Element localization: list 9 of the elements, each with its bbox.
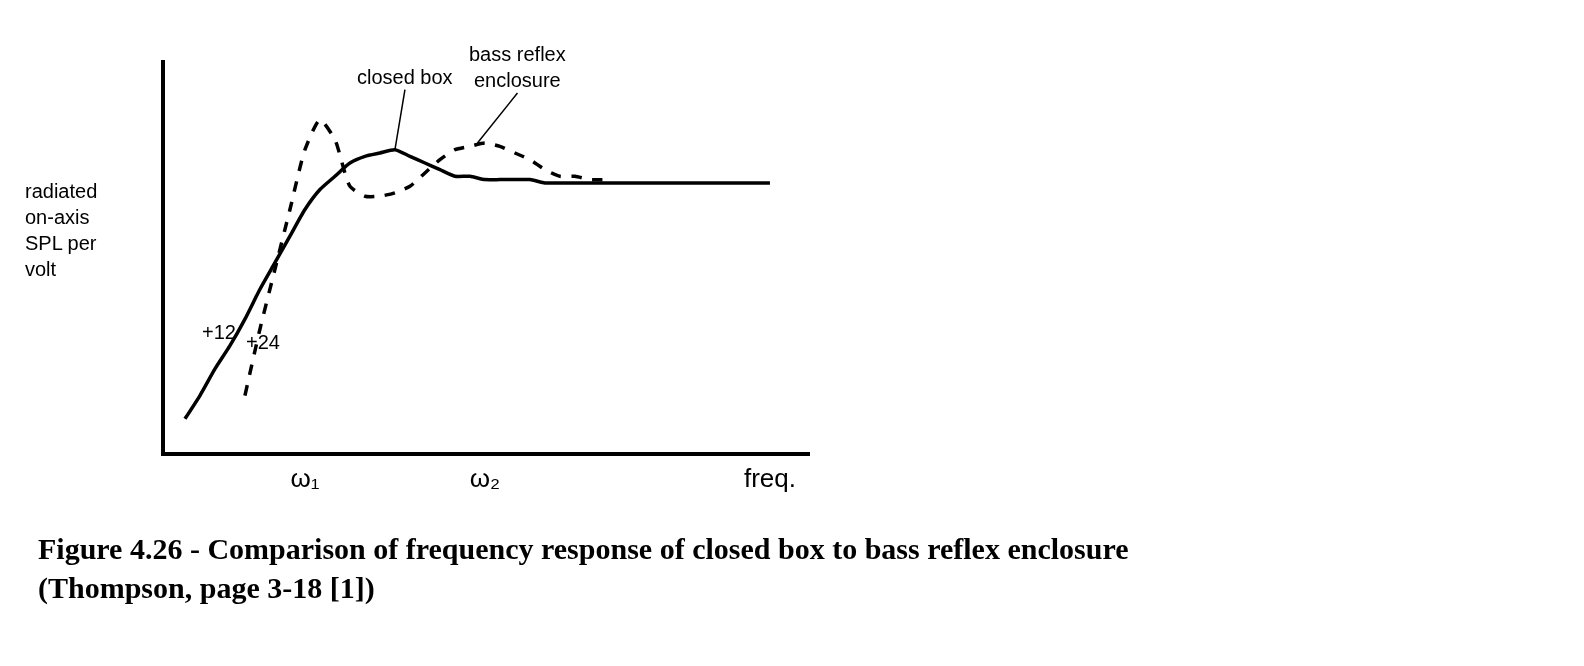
text: Figure 4.26 - Comparison of frequency response of closed box to bass reflex enclosure (Thompson, page 3-18 [1])	[38, 532, 1129, 605]
annotation: +24	[246, 331, 280, 353]
x-tick-label: ω₁	[290, 463, 320, 494]
x-tick-label: freq.	[743, 463, 796, 494]
x-tick-label: ω₂	[469, 463, 501, 494]
annotation: +12	[202, 321, 236, 343]
y-axis-title: radiated on-axis SPL per volt	[25, 180, 98, 280]
text: bass reflex enclosure	[469, 43, 566, 91]
text: closed box	[357, 66, 453, 88]
